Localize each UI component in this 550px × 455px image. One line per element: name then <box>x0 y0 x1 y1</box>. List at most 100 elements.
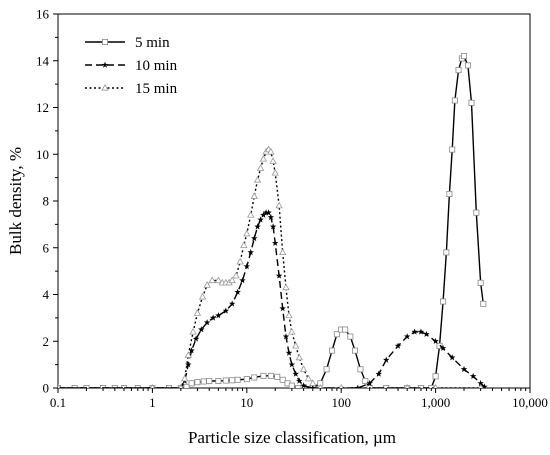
data-point <box>295 353 303 361</box>
legend-label: 10 min <box>135 58 178 74</box>
data-point <box>366 379 373 387</box>
data-point <box>209 314 217 321</box>
data-point <box>469 372 477 380</box>
series-line <box>58 148 481 388</box>
data-point <box>267 213 275 221</box>
data-point <box>254 223 261 230</box>
data-point <box>357 366 364 373</box>
data-point <box>183 383 190 388</box>
data-point <box>262 209 270 216</box>
axes: 0.1 1 10 100 1,000 10,000 0 2 4 6 8 10 12 14 16 <box>36 7 548 411</box>
data-point <box>354 384 362 388</box>
data-point <box>279 376 286 383</box>
data-point <box>279 305 286 312</box>
data-point <box>193 309 202 316</box>
data-point <box>464 62 471 69</box>
y-axis-title: Bulk density, % <box>6 147 25 255</box>
data-point <box>451 97 458 104</box>
data-point <box>185 361 192 368</box>
data-point <box>260 372 267 379</box>
data-point <box>243 229 251 237</box>
data-point <box>411 328 418 335</box>
data-point <box>271 239 279 246</box>
data-point <box>468 99 475 106</box>
data-point <box>299 365 308 372</box>
data-point <box>282 283 290 291</box>
y-tick-label: 14 <box>36 53 50 68</box>
data-point <box>274 373 281 380</box>
y-tick-label: 12 <box>36 100 49 115</box>
data-point <box>206 377 213 384</box>
data-point <box>477 279 484 286</box>
data-point <box>257 216 264 223</box>
data-point <box>236 257 244 265</box>
series-line <box>58 54 484 388</box>
data-point <box>215 312 222 319</box>
legend-marker <box>101 61 109 68</box>
legend: 5 min 10 min 15 min <box>85 35 178 97</box>
data-point <box>215 377 222 384</box>
x-axis-title: Particle size classification, µm <box>188 428 396 447</box>
data-point <box>243 376 250 383</box>
data-point <box>234 376 241 383</box>
data-point <box>251 235 258 242</box>
data-point <box>295 384 302 388</box>
data-point <box>192 335 200 342</box>
x-tick-label: 10 <box>240 395 253 410</box>
data-point <box>184 351 192 358</box>
data-point <box>234 288 241 295</box>
data-point <box>188 380 195 387</box>
data-point <box>288 361 296 368</box>
data-point <box>259 154 268 162</box>
data-point <box>288 382 295 388</box>
data-point <box>279 248 287 256</box>
data-point <box>214 276 223 284</box>
data-point <box>423 330 430 337</box>
data-point <box>446 190 453 197</box>
data-point <box>404 383 410 388</box>
data-point <box>403 333 411 340</box>
data-point <box>440 298 447 305</box>
y-tick-label: 6 <box>43 240 50 255</box>
x-tick-label: 100 <box>331 395 351 410</box>
data-point <box>318 383 323 388</box>
data-point <box>189 327 197 335</box>
legend-label: 5 min <box>135 35 170 51</box>
x-tick-label: 10,000 <box>512 395 548 410</box>
data-point <box>265 209 272 216</box>
data-point <box>342 326 349 333</box>
data-point <box>203 319 211 326</box>
data-point <box>253 175 262 183</box>
data-point <box>200 378 207 385</box>
data-point <box>194 379 201 386</box>
data-point <box>417 328 425 335</box>
data-point <box>481 383 488 388</box>
data-point <box>333 331 340 338</box>
data-point <box>351 347 358 354</box>
x-tick-label: 1,000 <box>421 395 450 410</box>
data-point <box>448 354 456 361</box>
data-point <box>292 341 300 349</box>
data-point <box>436 342 443 349</box>
data-point <box>449 146 456 153</box>
data-point <box>239 277 246 284</box>
y-tick-label: 2 <box>43 334 50 349</box>
data-point <box>309 384 317 388</box>
data-point <box>282 333 290 340</box>
data-point <box>338 383 344 388</box>
series-10-min <box>58 209 488 388</box>
data-point <box>292 370 299 377</box>
x-tick-label: 0.1 <box>50 395 66 410</box>
data-point <box>247 211 255 218</box>
data-point <box>432 337 439 344</box>
y-tick-label: 10 <box>36 147 49 162</box>
data-point <box>260 211 267 218</box>
data-point <box>222 307 230 314</box>
data-point <box>473 209 480 216</box>
legend-marker <box>102 39 109 46</box>
data-point <box>439 344 447 352</box>
data-point <box>250 192 258 199</box>
data-point <box>432 373 439 380</box>
legend-marker <box>101 83 109 91</box>
